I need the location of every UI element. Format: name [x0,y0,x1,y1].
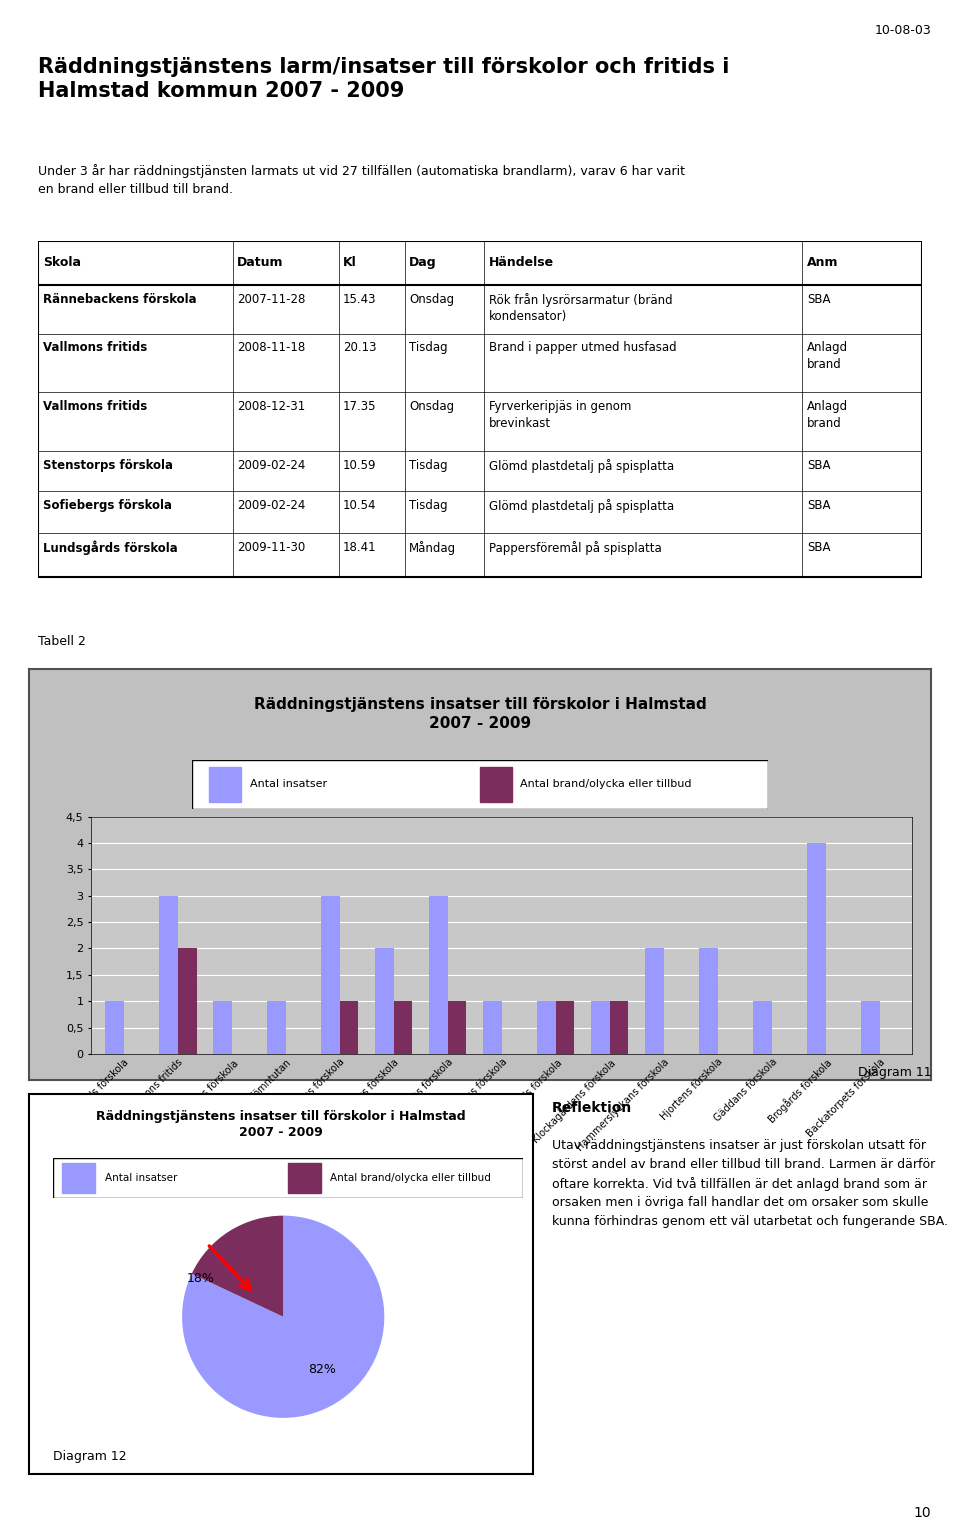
Text: Under 3 år har räddningstjänsten larmats ut vid 27 tillfällen (automatiska brand: Under 3 år har räddningstjänsten larmats… [38,164,685,196]
Text: Antal brand/olycka eller tillbud: Antal brand/olycka eller tillbud [520,780,692,789]
Text: Utav räddningstjänstens insatser är just förskolan utsatt för störst andel av br: Utav räddningstjänstens insatser är just… [552,1140,948,1229]
Text: 2009-02-24: 2009-02-24 [237,460,305,472]
Bar [537,1002,556,1054]
Text: SBA: SBA [806,460,830,472]
Bar [610,1002,629,1054]
Text: Anlagd
brand: Anlagd brand [806,342,848,371]
Text: Räddningstjänstens insatser till förskolor i Halmstad
2007 - 2009: Räddningstjänstens insatser till förskol… [253,697,707,731]
Text: 2008-12-31: 2008-12-31 [237,400,305,414]
Text: Tisdag: Tisdag [409,460,448,472]
Text: Måndag: Måndag [409,541,456,555]
Text: 17.35: 17.35 [343,400,376,414]
Text: 10.59: 10.59 [343,460,376,472]
Text: Tabell 2: Tabell 2 [38,636,86,648]
Text: 2007-11-28: 2007-11-28 [237,293,305,306]
Bar [321,896,340,1054]
Text: 10-08-03: 10-08-03 [875,25,931,37]
Text: Datum: Datum [237,256,283,270]
Bar [556,1002,574,1054]
Bar [158,896,178,1054]
Text: Diagram 11: Diagram 11 [857,1066,931,1079]
Text: Vallmons fritids: Vallmons fritids [43,342,147,354]
Text: Vallmons fritids: Vallmons fritids [43,400,147,414]
Bar [213,1002,231,1054]
Bar [699,948,717,1054]
Text: Stenstorps förskola: Stenstorps förskola [43,460,173,472]
Text: 15.43: 15.43 [343,293,376,306]
Text: Skola: Skola [43,256,81,270]
Text: 2008-11-18: 2008-11-18 [237,342,305,354]
Text: SBA: SBA [806,541,830,553]
Bar [645,948,663,1054]
Bar [267,1002,286,1054]
Text: Onsdag: Onsdag [409,400,454,414]
Wedge shape [192,1216,283,1316]
Text: Antal insatser: Antal insatser [250,780,326,789]
Text: Fyrverkeripjäs in genom
brevinkast: Fyrverkeripjäs in genom brevinkast [489,400,632,429]
Text: 2009-11-30: 2009-11-30 [237,541,305,553]
Bar [806,843,826,1054]
Text: Glömd plastdetalj på spisplatta: Glömd plastdetalj på spisplatta [489,499,674,513]
Bar [38,241,922,576]
Text: 82%: 82% [308,1363,336,1376]
Text: Tisdag: Tisdag [409,342,448,354]
Bar [288,1163,321,1193]
Text: Räddningstjänstens insatser till förskolor i Halmstad
2007 - 2009: Räddningstjänstens insatser till förskol… [96,1109,466,1140]
Bar [374,948,394,1054]
Text: 18%: 18% [186,1272,214,1285]
Text: Tisdag: Tisdag [409,499,448,512]
Wedge shape [182,1216,384,1417]
Text: Diagram 12: Diagram 12 [54,1451,127,1463]
Text: 2009-02-24: 2009-02-24 [237,499,305,512]
Bar [340,1002,358,1054]
Bar [178,948,197,1054]
Bar [429,896,447,1054]
Text: Sofiebergs förskola: Sofiebergs förskola [43,499,172,512]
Text: Lundsgårds förskola: Lundsgårds förskola [43,541,178,555]
Bar [483,1002,501,1054]
Text: Pappersföremål på spisplatta: Pappersföremål på spisplatta [489,541,661,555]
Bar [590,1002,610,1054]
Text: 10.54: 10.54 [343,499,376,512]
Bar [861,1002,879,1054]
Text: Onsdag: Onsdag [409,293,454,306]
Text: 20.13: 20.13 [343,342,376,354]
Text: SBA: SBA [806,293,830,306]
Text: 10: 10 [914,1506,931,1520]
Text: Anlagd
brand: Anlagd brand [806,400,848,429]
Text: 18.41: 18.41 [343,541,376,553]
Bar [753,1002,772,1054]
Bar [447,1002,467,1054]
Bar [394,1002,413,1054]
Text: Räddningstjänstens larm/insatser till förskolor och fritids i
Halmstad kommun 20: Räddningstjänstens larm/insatser till fö… [38,57,730,101]
Bar [62,1163,95,1193]
Text: Antal insatser: Antal insatser [105,1174,177,1183]
Text: Anm: Anm [806,256,838,270]
Text: Antal brand/olycka eller tillbud: Antal brand/olycka eller tillbud [330,1174,492,1183]
Text: SBA: SBA [806,499,830,512]
Text: Glömd plastdetalj på spisplatta: Glömd plastdetalj på spisplatta [489,460,674,473]
Bar [480,768,512,801]
Text: Reflektion: Reflektion [552,1102,633,1115]
Text: Rännebackens förskola: Rännebackens förskola [43,293,197,306]
Text: Kl: Kl [343,256,357,270]
Bar [105,1002,124,1054]
Text: Händelse: Händelse [489,256,554,270]
Text: Dag: Dag [409,256,437,270]
Text: Rök från lysrörsarmatur (bränd
kondensator): Rök från lysrörsarmatur (bränd kondensat… [489,293,672,323]
Text: Brand i papper utmed husfasad: Brand i papper utmed husfasad [489,342,677,354]
Bar [209,768,241,801]
